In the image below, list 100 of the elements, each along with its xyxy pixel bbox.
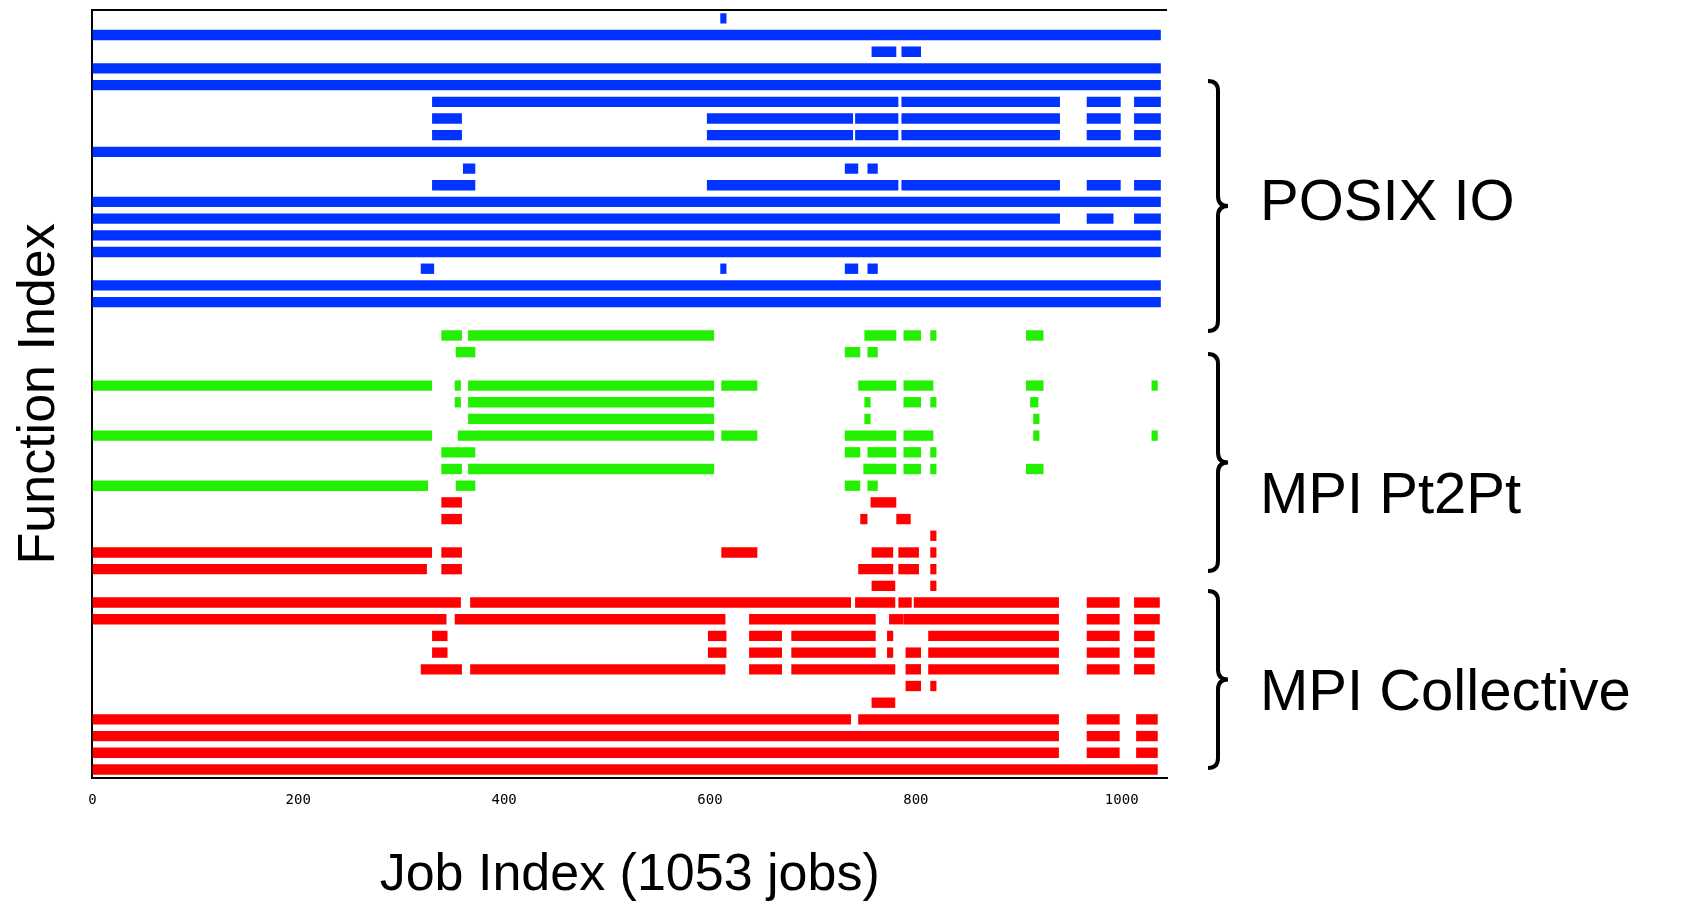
bar	[92, 196, 1161, 208]
bar	[432, 113, 462, 124]
y-axis-title: Function Index	[6, 223, 65, 565]
bar	[930, 547, 937, 558]
x-tick-label: 800	[903, 790, 929, 807]
bar	[92, 29, 1161, 41]
bar	[1033, 430, 1040, 441]
bar	[441, 547, 462, 558]
bar	[1136, 714, 1158, 725]
bar	[457, 430, 715, 441]
bar	[441, 330, 462, 341]
bar	[844, 447, 861, 458]
bar	[468, 463, 715, 475]
bar	[930, 463, 937, 475]
bar	[1086, 597, 1120, 608]
bar	[707, 630, 727, 642]
bar	[887, 647, 894, 658]
text: MPI Pt2Pt	[1260, 459, 1522, 527]
bar	[1151, 430, 1158, 441]
bar	[470, 597, 851, 608]
bar	[930, 680, 937, 692]
bar	[749, 664, 783, 675]
bar	[896, 513, 911, 525]
bar	[92, 246, 1161, 258]
bar	[844, 480, 861, 491]
bar	[92, 146, 1161, 158]
bar	[721, 430, 758, 441]
bar	[863, 463, 897, 475]
bar	[871, 46, 897, 57]
bar	[791, 630, 876, 642]
bar	[867, 347, 878, 358]
bar	[92, 296, 1161, 308]
bar	[749, 614, 876, 625]
bar	[1134, 597, 1160, 608]
bar	[930, 447, 937, 458]
bar	[432, 96, 899, 107]
bar	[92, 430, 433, 441]
bar	[749, 630, 783, 642]
bar	[454, 397, 461, 408]
bar	[867, 447, 897, 458]
bar	[441, 447, 476, 458]
bar	[1025, 330, 1044, 341]
bar	[858, 714, 1059, 725]
bar	[441, 563, 462, 575]
bar	[844, 430, 897, 441]
bar	[432, 180, 476, 191]
bar	[720, 13, 727, 24]
bar	[903, 380, 934, 391]
x-tick-label: 0	[88, 790, 97, 807]
bar	[844, 347, 861, 358]
bar	[930, 330, 937, 341]
bar	[1086, 630, 1120, 642]
bar	[707, 647, 727, 658]
bar	[898, 547, 919, 558]
bar	[1134, 614, 1160, 625]
bar	[867, 480, 878, 491]
bar	[864, 330, 897, 341]
bar	[441, 463, 462, 475]
bar	[468, 330, 715, 341]
bar	[721, 547, 758, 558]
text: POSIX IO	[1260, 166, 1515, 234]
bar	[1136, 730, 1158, 742]
bar	[858, 380, 897, 391]
bar	[468, 380, 715, 391]
bar	[455, 347, 476, 358]
bar	[1033, 413, 1040, 425]
bar	[855, 597, 896, 608]
bar	[928, 664, 1059, 675]
bar	[1030, 397, 1039, 408]
bar	[903, 447, 921, 458]
bar	[905, 664, 921, 675]
bar	[858, 563, 894, 575]
bar	[860, 513, 868, 525]
bar	[1134, 664, 1155, 675]
bar	[92, 480, 428, 491]
bar	[1086, 614, 1120, 625]
x-tick-label: 200	[285, 790, 311, 807]
bar	[1136, 747, 1158, 758]
bar	[470, 664, 726, 675]
bar	[92, 280, 1161, 291]
bar	[92, 230, 1161, 241]
bar	[1025, 380, 1044, 391]
x-tick-label: 600	[697, 790, 723, 807]
bar	[432, 130, 462, 141]
bar	[1151, 380, 1158, 391]
bar	[1086, 647, 1120, 658]
bar	[1086, 747, 1120, 758]
bar	[791, 664, 896, 675]
bar	[930, 563, 937, 575]
bar	[92, 63, 1161, 74]
x-tick-label: 400	[491, 790, 517, 807]
bar	[1086, 730, 1120, 742]
bar	[928, 630, 1059, 642]
bar	[928, 647, 1059, 658]
bar	[92, 213, 1060, 224]
bar	[898, 563, 919, 575]
bar	[92, 380, 433, 391]
bar	[749, 647, 783, 658]
bar	[1086, 664, 1120, 675]
bar	[1025, 463, 1044, 475]
